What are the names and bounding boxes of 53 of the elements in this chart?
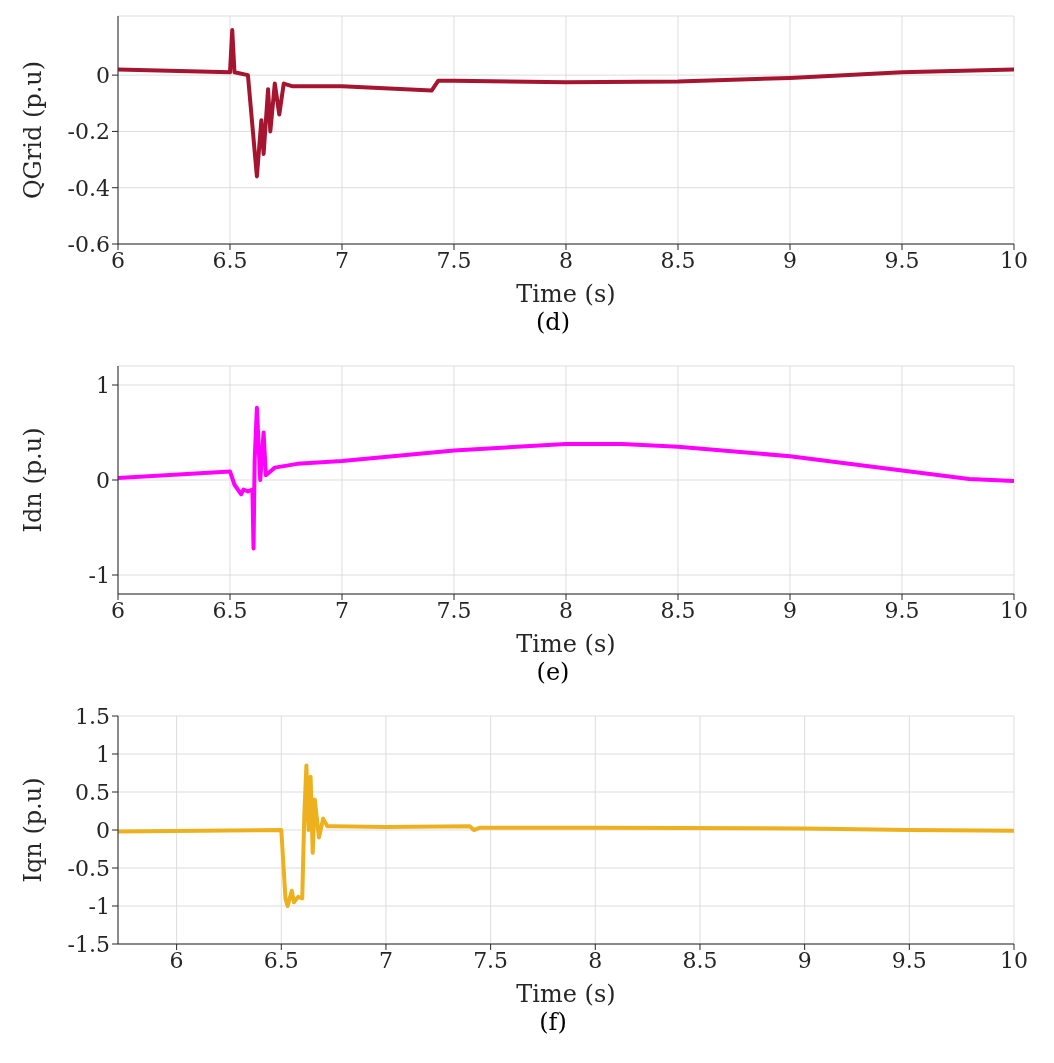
- text: (f): [538, 1008, 568, 1038]
- x-tick-label: 8: [559, 597, 573, 623]
- x-tick-label: 7: [335, 247, 349, 273]
- x-axis-title: Time (s): [516, 980, 616, 1008]
- x-tick-label: 6: [169, 947, 184, 973]
- x-axis-title: Time (s): [516, 630, 616, 658]
- x-tick-label: 9.5: [891, 947, 927, 973]
- x-tick-label: 8: [559, 247, 573, 273]
- x-tick-label: 8.5: [682, 947, 718, 973]
- y-tick-label: 0: [96, 62, 110, 88]
- y-axis-title: Idn (p.u): [18, 427, 47, 533]
- line-series: [118, 405, 1014, 551]
- line-series: [118, 763, 1014, 908]
- x-tick-label: 9: [797, 947, 812, 973]
- y-tick-label: 1: [96, 372, 110, 398]
- x-tick-label: 10: [1000, 947, 1028, 973]
- x-tick-label: 9: [783, 247, 797, 273]
- x-tick-label: 6.5: [263, 947, 299, 973]
- y-tick-label: 1: [96, 741, 110, 767]
- x-axis-title: Time (s): [516, 280, 616, 308]
- x-tick-label: 7.5: [473, 947, 509, 973]
- y-tick-label: -1.5: [67, 931, 110, 957]
- x-tick-label: 6: [111, 597, 125, 623]
- line-series: [118, 28, 1014, 179]
- text: (e): [536, 658, 570, 686]
- x-tick-label: 8: [588, 947, 603, 973]
- y-tick-label: -0.4: [67, 175, 110, 201]
- x-tick-label: 6.5: [212, 247, 248, 273]
- y-tick-label: 0: [96, 817, 110, 843]
- x-tick-label: 9: [783, 597, 797, 623]
- y-axis-title: QGrid (p.u): [18, 60, 47, 200]
- x-tick-label: 9.5: [884, 597, 920, 623]
- x-tick-label: 7: [378, 947, 393, 973]
- x-tick-label: 10: [1000, 247, 1028, 273]
- text: (d): [534, 308, 572, 338]
- y-tick-label: -0.5: [67, 855, 110, 881]
- x-tick-label: 6: [111, 247, 125, 273]
- y-axis-title: Iqn (p.u): [18, 777, 47, 883]
- x-tick-label: 7.5: [436, 597, 472, 623]
- x-tick-label: 8.5: [660, 597, 696, 623]
- y-tick-label: -1: [88, 562, 110, 588]
- x-tick-label: 6.5: [212, 597, 248, 623]
- y-tick-label: -0.2: [67, 119, 110, 145]
- y-tick-label: 0.5: [75, 779, 110, 805]
- y-tick-label: -0.6: [67, 231, 110, 257]
- y-tick-label: 1.5: [75, 703, 110, 729]
- x-tick-label: 10: [1000, 597, 1028, 623]
- x-tick-label: 7: [335, 597, 349, 623]
- x-tick-label: 7.5: [436, 247, 472, 273]
- y-tick-label: -1: [88, 893, 110, 919]
- y-tick-label: 0: [96, 467, 110, 493]
- x-tick-label: 9.5: [884, 247, 920, 273]
- x-tick-label: 8.5: [660, 247, 696, 273]
